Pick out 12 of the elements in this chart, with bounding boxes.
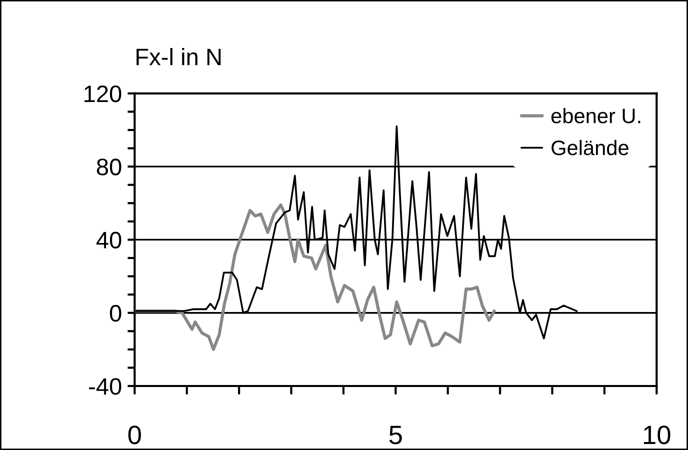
legend-label: Gelände <box>552 140 628 156</box>
x-tick-label: 5 <box>389 426 402 444</box>
y-axis-title: Fx-l in N <box>136 48 221 66</box>
y-tick-label: -40 <box>89 378 122 395</box>
y-tick-label: 120 <box>84 85 122 102</box>
line-series <box>134 203 496 351</box>
y-tick-label: 80 <box>96 158 122 176</box>
legend-label: ebener U. <box>551 108 640 124</box>
y-tick-label: 40 <box>96 232 122 249</box>
y-tick-label: 0 <box>110 304 122 322</box>
x-tick-label: 10 <box>644 426 670 444</box>
x-tick-label: 0 <box>128 426 141 444</box>
